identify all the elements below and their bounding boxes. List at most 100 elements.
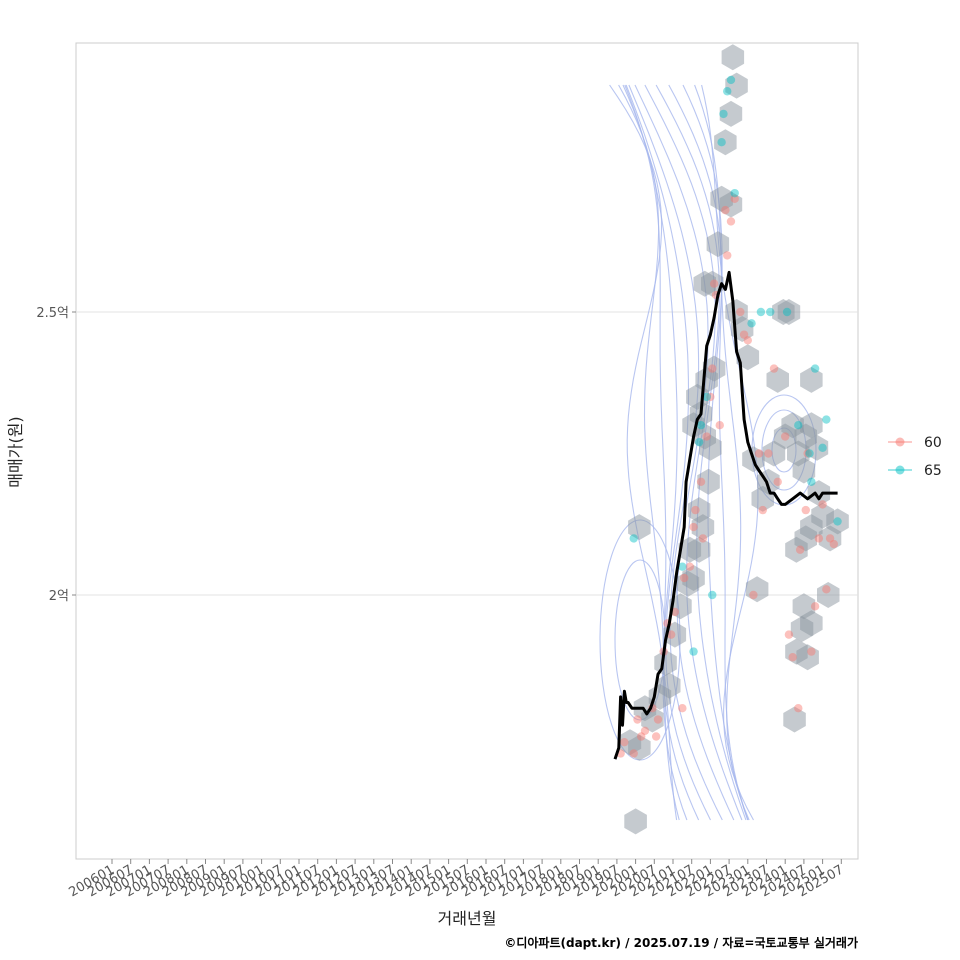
scatter-point — [637, 732, 646, 741]
hexbin — [783, 706, 806, 733]
hexbin — [817, 582, 840, 608]
scatter-point — [702, 392, 711, 402]
hexbin — [800, 412, 823, 439]
hexbin — [766, 366, 789, 393]
scatter-point — [773, 477, 782, 486]
y-tick-label: 2.5억 — [36, 306, 69, 321]
scatter-point — [795, 545, 805, 554]
hexbin — [682, 565, 705, 591]
scatter-point — [756, 307, 766, 317]
hexbin — [697, 468, 720, 495]
hexbin — [702, 355, 726, 382]
legend-label: 65 — [924, 463, 942, 479]
hexbin — [624, 808, 647, 835]
hexbin — [736, 344, 760, 371]
scatter-point — [822, 585, 831, 594]
hexbin — [714, 129, 737, 156]
legend-key-point — [895, 465, 905, 475]
hexbin — [800, 366, 823, 393]
scatter-point — [706, 392, 715, 402]
hexbin — [807, 480, 831, 507]
scatter-point — [788, 653, 797, 662]
scatter-point — [814, 534, 824, 543]
hexbin — [721, 44, 745, 71]
hexbin — [719, 191, 743, 218]
scatter-point — [736, 307, 745, 317]
scatter-point — [726, 217, 736, 226]
hexbin — [628, 734, 651, 761]
scatter-point — [833, 517, 842, 526]
scatter-point — [640, 726, 650, 736]
scatter-point — [807, 477, 816, 486]
scatter-point — [739, 330, 749, 339]
scatter-point — [769, 364, 779, 373]
scatter-point — [708, 364, 717, 373]
scatter-point — [698, 534, 708, 543]
scatter-point — [801, 505, 810, 515]
scatter-point — [717, 138, 726, 147]
hexbin — [725, 72, 748, 99]
hexbin — [701, 270, 724, 297]
scatter-point — [629, 749, 638, 758]
scatter-point — [810, 602, 820, 611]
scatter-point — [715, 421, 724, 430]
scatter-point — [805, 449, 814, 458]
scatter-point — [784, 630, 794, 639]
scatter-point — [689, 522, 698, 532]
legend-label: 60 — [924, 435, 942, 451]
x-axis-ticks: 2006012006072007012007072008012008072009… — [67, 859, 846, 900]
hexbin — [777, 299, 801, 325]
scatter-point — [829, 539, 839, 549]
scatter-point — [723, 87, 732, 96]
scatter-point — [818, 443, 827, 453]
scatter-point — [726, 75, 736, 85]
hexbin — [669, 593, 692, 620]
hexbin — [628, 514, 651, 541]
scatter-point — [764, 449, 773, 458]
contour-line — [634, 84, 735, 821]
hexbin — [805, 434, 829, 461]
scatter-point — [825, 534, 835, 543]
scatter-point — [620, 737, 629, 747]
scatter-point — [803, 449, 812, 458]
scatter-point — [633, 715, 642, 724]
scatter-point — [666, 630, 676, 639]
scatter-point — [730, 194, 739, 203]
hexbin — [800, 610, 823, 637]
scatter-point — [723, 251, 732, 260]
scatter-point — [730, 188, 739, 198]
scatter-point — [653, 715, 663, 724]
y-tick-label: 2억 — [49, 589, 69, 604]
trend-line — [613, 270, 838, 760]
scatter-point — [680, 573, 689, 583]
hexbin-layer — [618, 44, 849, 835]
scatter-point — [758, 505, 767, 515]
scatter-point — [810, 364, 820, 373]
scatter-point — [766, 307, 775, 317]
scatter-point — [689, 647, 698, 656]
y-axis-title: 매매가(원) — [6, 416, 25, 487]
scatter-point — [696, 421, 706, 430]
scatter-point — [685, 562, 695, 571]
legend-key-point — [895, 437, 905, 447]
x-axis-title: 거래년월 — [438, 909, 497, 928]
scatter-point — [818, 500, 827, 509]
scatter-point — [629, 534, 638, 543]
scatter-point — [782, 307, 792, 317]
plot-panel — [75, 42, 859, 860]
scatter-point — [822, 415, 831, 424]
scatter-point — [749, 590, 758, 600]
scatter-point — [702, 432, 711, 441]
scatter-point — [696, 477, 706, 486]
hexbin — [745, 576, 769, 603]
scatter-point — [709, 279, 719, 288]
scatter-point — [807, 647, 816, 656]
hexbin — [792, 457, 816, 484]
hexbin — [658, 672, 681, 699]
hexbin — [687, 536, 711, 563]
caption: ©디아파트(dapt.kr) / 2025.07.19 / 자료=국토교통부 실… — [504, 935, 858, 950]
scatter-point — [794, 704, 803, 713]
scatter-point — [678, 704, 687, 713]
scatter-point — [754, 449, 764, 458]
